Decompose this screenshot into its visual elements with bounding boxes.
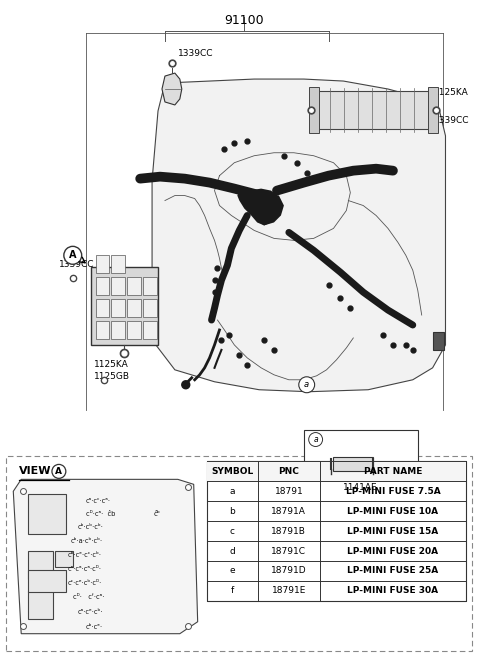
Bar <box>96 321 109 339</box>
Text: cᵇ⋅cᵉ⋅: cᵇ⋅cᵉ⋅ <box>85 624 103 629</box>
Text: A: A <box>69 250 76 260</box>
Text: 1125GB: 1125GB <box>94 372 130 381</box>
Text: 1141AE: 1141AE <box>343 483 378 493</box>
Polygon shape <box>13 479 198 633</box>
Bar <box>143 321 157 339</box>
Text: 1339CC: 1339CC <box>59 260 95 269</box>
Text: 1125KA: 1125KA <box>94 360 128 369</box>
Bar <box>127 277 141 295</box>
Bar <box>206 461 466 601</box>
Text: a: a <box>304 381 309 389</box>
Text: 1125KA: 1125KA <box>433 88 468 97</box>
Polygon shape <box>237 189 279 225</box>
Bar <box>309 87 319 133</box>
Text: 18791: 18791 <box>275 487 303 496</box>
Bar <box>55 551 73 567</box>
Bar <box>127 299 141 317</box>
Text: LP-MINI FUSE 30A: LP-MINI FUSE 30A <box>348 586 439 595</box>
Polygon shape <box>247 193 284 225</box>
Text: f: f <box>231 586 234 595</box>
Text: 18791D: 18791D <box>271 567 307 576</box>
Circle shape <box>64 246 82 264</box>
Bar <box>28 551 53 579</box>
Circle shape <box>299 377 314 393</box>
Bar <box>6 457 472 650</box>
Bar <box>111 255 125 273</box>
Text: b: b <box>229 507 235 515</box>
Bar <box>428 87 438 133</box>
Text: 1339CC: 1339CC <box>178 49 213 58</box>
Text: cᵃ⋅cᵃ⋅cᵃ⋅cᴰ⋅: cᵃ⋅cᵃ⋅cᵃ⋅cᴰ⋅ <box>68 566 102 572</box>
Text: PART NAME: PART NAME <box>364 467 422 476</box>
Bar <box>96 299 109 317</box>
Text: cᵃ⋅cᶜ⋅cᵃ⋅: cᵃ⋅cᶜ⋅cᵃ⋅ <box>85 498 111 504</box>
Bar <box>111 277 125 295</box>
Bar <box>432 332 444 350</box>
Text: LP-MINI FUSE 15A: LP-MINI FUSE 15A <box>348 527 439 536</box>
Text: LP-MINI FUSE 25A: LP-MINI FUSE 25A <box>348 567 439 576</box>
Text: PNC: PNC <box>278 467 300 476</box>
Bar <box>317 91 430 129</box>
Text: LP-MINI FUSE 7.5A: LP-MINI FUSE 7.5A <box>346 487 440 496</box>
Text: cᵇ⋅cᵉ⋅cᶜ⋅cᵇ⋅: cᵇ⋅cᵉ⋅cᶜ⋅cᵇ⋅ <box>68 552 102 558</box>
Text: d: d <box>229 546 235 555</box>
Text: 91100: 91100 <box>225 14 264 28</box>
Text: 18791E: 18791E <box>272 586 306 595</box>
Text: cᵇ⋅cᵇ⋅cᵇ⋅: cᵇ⋅cᵇ⋅cᵇ⋅ <box>78 524 104 530</box>
Text: VIEW: VIEW <box>19 466 52 476</box>
Bar <box>111 321 125 339</box>
Text: ĉᵇ: ĉᵇ <box>154 511 161 517</box>
Bar <box>304 430 418 489</box>
Text: a: a <box>313 435 318 444</box>
Bar <box>143 277 157 295</box>
Text: 1339CC: 1339CC <box>433 116 469 125</box>
Text: c: c <box>230 527 235 536</box>
Polygon shape <box>152 79 445 392</box>
Text: e: e <box>229 567 235 576</box>
Bar <box>127 321 141 339</box>
Text: cᵃ⋅cᵉ⋅cᵇ⋅: cᵃ⋅cᵉ⋅cᵇ⋅ <box>78 608 103 615</box>
Text: 18791A: 18791A <box>271 507 306 515</box>
Text: 18791B: 18791B <box>271 527 306 536</box>
Text: cᴰ⋅   cᶠ⋅cᵃ⋅: cᴰ⋅ cᶠ⋅cᵃ⋅ <box>73 594 104 600</box>
Bar <box>96 277 109 295</box>
Text: SYMBOL: SYMBOL <box>211 467 253 476</box>
Bar <box>28 591 53 619</box>
Text: a: a <box>229 487 235 496</box>
Bar <box>111 299 125 317</box>
Bar <box>206 461 466 481</box>
Bar <box>28 495 66 534</box>
Bar <box>91 267 158 345</box>
Text: A: A <box>55 467 62 476</box>
Circle shape <box>182 381 190 388</box>
Text: cᴰ⋅cᵃ⋅  ĉb: cᴰ⋅cᵃ⋅ ĉb <box>85 511 115 517</box>
Circle shape <box>309 432 323 447</box>
Bar <box>28 570 66 592</box>
Circle shape <box>52 464 66 478</box>
Text: cᵇ⋅a⋅cᵇ⋅cᵇ⋅: cᵇ⋅a⋅cᵇ⋅cᵇ⋅ <box>71 538 103 544</box>
Polygon shape <box>162 73 182 105</box>
Text: cᶜ⋅cᵉ⋅cᵇ⋅cᴰ⋅: cᶜ⋅cᵉ⋅cᵇ⋅cᴰ⋅ <box>68 580 102 586</box>
Bar <box>334 457 373 472</box>
Bar <box>96 255 109 273</box>
Text: LP-MINI FUSE 20A: LP-MINI FUSE 20A <box>348 546 439 555</box>
Text: 18791C: 18791C <box>271 546 306 555</box>
Text: LP-MINI FUSE 10A: LP-MINI FUSE 10A <box>348 507 439 515</box>
Bar <box>143 299 157 317</box>
